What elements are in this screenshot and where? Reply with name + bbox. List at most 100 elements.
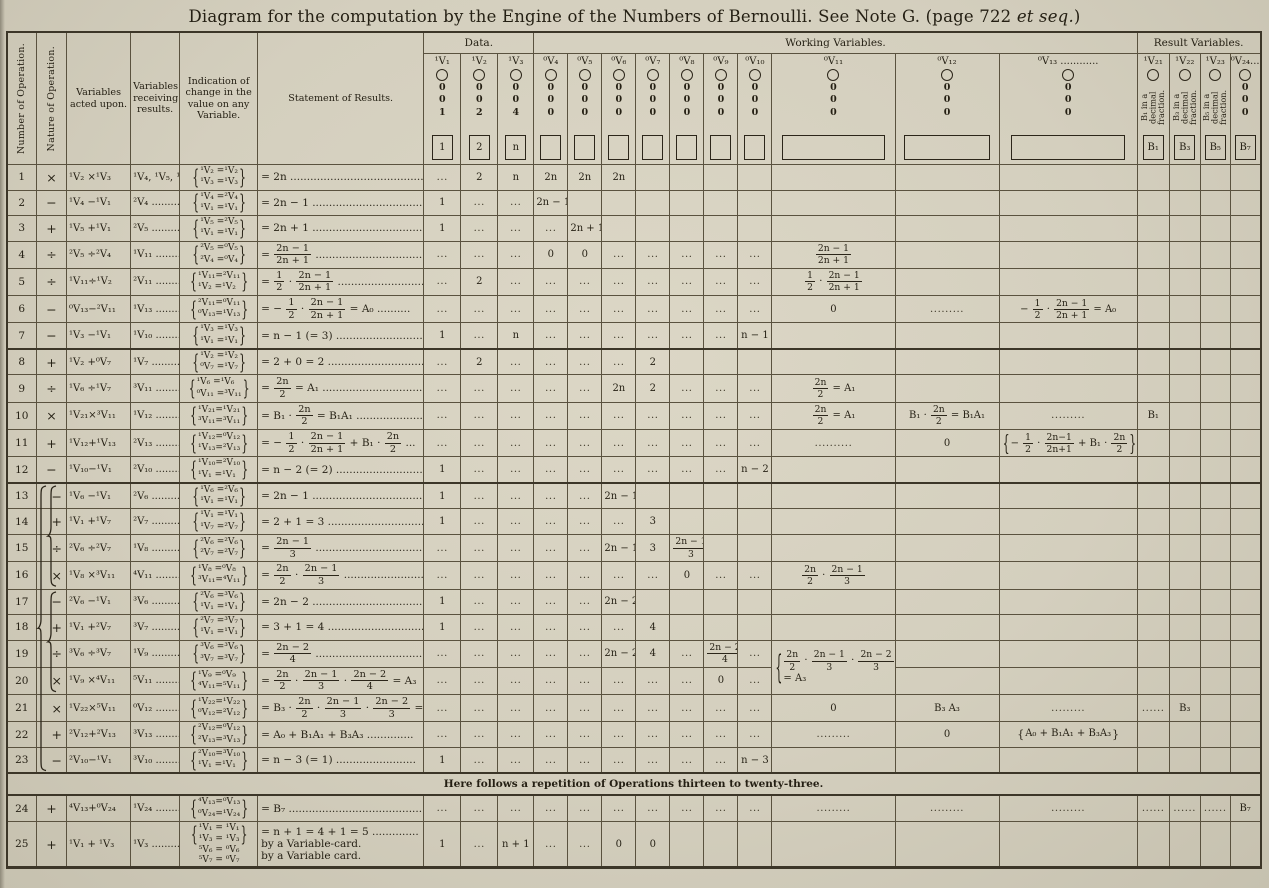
cell-v7: ... — [635, 746, 671, 774]
operation-row: 21 × ¹V₂₂×⁵V₁₁ ⁰V₁₂ ......... {¹V₂₂=¹V₂₂ ⁰V₁₂… — [5, 694, 1262, 723]
cell-v21 — [1136, 322, 1170, 350]
op-number: 4 — [5, 240, 38, 269]
variable-label: ⁰V₂₄.... — [1230, 56, 1260, 67]
operation-row: 14 + ¹V₁ +¹V₇ ²V₇ ......... {¹V₁ =¹V₁ ¹V₇ =²V… — [5, 508, 1262, 535]
op-symbol: × — [36, 694, 68, 723]
variable-circle-icon — [578, 69, 591, 81]
cell-v22 — [1168, 533, 1201, 563]
cell-v9 — [703, 482, 739, 510]
cell-v8: ... — [669, 794, 705, 822]
cell-v3: ... — [497, 508, 535, 535]
cell-v9 — [703, 348, 739, 376]
cell-v9: ... — [703, 267, 739, 297]
cell-v6: 2n — [601, 374, 637, 403]
operation-row: 10 × ¹V₂₁×³V₁₁ ¹V₁₂ ......... {¹V₂₁=¹V₂₁ ³V₁₁… — [5, 401, 1262, 431]
cell-v7: ... — [635, 561, 671, 590]
cell-v5: ... — [567, 639, 603, 668]
cell-v23 — [1199, 429, 1231, 458]
cell-v8: ... — [669, 401, 705, 431]
cell-v7 — [635, 164, 671, 191]
op-symbol: ÷ — [36, 240, 68, 269]
vars-receiving: ¹V₄, ¹V₅, ¹V₆ — [130, 164, 181, 191]
braced-group: {¹V₁₀=²V₁₀ ¹V₁ =¹V₁} — [190, 457, 249, 482]
cell-v9: ... — [703, 456, 739, 484]
braced-group: {²V₅ =⁰V₅ ²V₄ =⁰V₄} — [192, 242, 247, 267]
index-box — [744, 135, 766, 160]
group-header-result-variables: Result Variables. — [1136, 31, 1262, 54]
cell-v2: ... — [460, 666, 499, 696]
operation-row: 18 + ¹V₁ +²V₇ ³V₇ ......... {²V₇ =³V₇ ¹V₁ =¹V… — [5, 614, 1262, 641]
cell-v13 — [998, 164, 1138, 191]
vars-acted-upon: ¹V₃ −¹V₁ — [66, 322, 132, 350]
variable-label: ¹V₂ — [471, 56, 487, 67]
indication-of-change: {²V₅ =⁰V₅ ²V₄ =⁰V₄} — [179, 240, 259, 269]
cell-v3: n + 1 — [497, 820, 535, 869]
cell-v13 — [998, 189, 1138, 216]
cell-v4: 2n — [533, 164, 569, 191]
statement-of-results: = 2 + 1 = 3 ............................… — [257, 508, 425, 535]
indication-of-change: {²V₆ =³V₆ ¹V₁ =¹V₁} — [179, 588, 259, 615]
indication-of-change: {¹V₁ = ¹V₁ ¹V₃ = ¹V₃} ⁵V₆ = ⁰V₆ ⁵V₇ = ⁰V₇ — [179, 820, 259, 869]
cell-v23 — [1199, 508, 1231, 535]
statement-of-results: = n − 1 (= 3) ..........................… — [257, 322, 425, 350]
statement-of-results: = 2n 2 = A₁ .............................… — [257, 374, 425, 403]
cell-v21 — [1136, 348, 1170, 376]
cell-v12 — [894, 508, 1000, 535]
cell-v13 — [998, 820, 1138, 869]
cell-v1: ... — [423, 794, 462, 822]
cell-v21 — [1136, 820, 1170, 869]
cell-v24 — [1229, 374, 1262, 403]
cell-v8: ... — [669, 267, 705, 297]
operation-row: 11 + ¹V₁₂+¹V₁₃ ²V₁₃ ......... {¹V₁₂=⁰V₁₂ ¹V₁₃… — [5, 429, 1262, 458]
col-header-variables-acted-upon: Variables acted upon. — [66, 31, 132, 165]
cell-v3: n — [497, 322, 535, 350]
cell-v5: ... — [567, 561, 603, 590]
index-box: B₃ — [1174, 135, 1196, 160]
repetition-note: Here follows a repetition of Operations … — [6, 772, 1261, 797]
cell-v22 — [1168, 164, 1201, 191]
cell-v23 — [1199, 561, 1231, 590]
cell-v12 — [894, 482, 1000, 510]
cell-v24 — [1229, 267, 1262, 297]
op-symbol: + — [36, 721, 68, 748]
cell-v3: ... — [497, 666, 535, 696]
operation-row: 23− ²V₁₀−¹V₁ ³V₁₀ ......... {²V₁₀=³V₁₀ ¹V₁ =… — [5, 746, 1262, 774]
cell-v21 — [1136, 508, 1170, 535]
operation-row: 6− ⁰V₁₃−²V₁₁ ¹V₁₃ ......... {²V₁₁=⁰V₁₁ ⁰V₁₃=… — [5, 295, 1262, 324]
cell-v9: ... — [703, 295, 739, 324]
cell-v8 — [669, 189, 705, 216]
cell-v8 — [669, 215, 705, 242]
vars-receiving: ¹V₃ ......... — [130, 820, 181, 869]
stored-digit: 0 — [475, 94, 483, 106]
cell-v21 — [1136, 746, 1170, 774]
cell-v5: ... — [567, 746, 603, 774]
var-col-header-v23: ¹V₂₃ B₅ in a decimal fraction. B₅ — [1199, 53, 1231, 165]
cell-v1: ... — [423, 666, 462, 696]
variable-label: ¹V₁ — [434, 56, 450, 67]
cell-v23: ...... — [1199, 794, 1231, 822]
var-rotated-caption: B₃ in a decimal fraction. — [1170, 89, 1199, 126]
brace-right: } — [241, 696, 249, 721]
cell-v12 — [894, 240, 1000, 269]
cell-v8 — [669, 588, 705, 615]
cell-v11 — [771, 482, 896, 510]
vars-acted-upon: ¹V₆ −¹V₁ — [66, 482, 132, 510]
cell-v2: ... — [460, 746, 499, 774]
cell-v24 — [1229, 588, 1262, 615]
braced-group: {²V₆ =³V₆ ¹V₁ =¹V₁} — [192, 589, 247, 614]
cell-v24 — [1229, 694, 1262, 723]
stored-digit: 0 — [547, 94, 555, 106]
indication-of-change: {⁴V₁₃=⁰V₁₃ ⁰V₂₄=¹V₂₄} — [179, 794, 259, 822]
cell-v9 — [703, 588, 739, 615]
operation-row: 16 × ¹V₈ ×³V₁₁ ⁴V₁₁ ......... {¹V₈ =⁰V₈ ³V₁₁=… — [5, 561, 1262, 590]
cell-v10: ... — [737, 401, 773, 431]
cell-v4: ... — [533, 456, 569, 484]
cell-v4: ... — [533, 348, 569, 376]
vars-receiving: ¹V₁₂ ......... — [130, 401, 181, 431]
cell-v6: 2n — [601, 164, 637, 191]
